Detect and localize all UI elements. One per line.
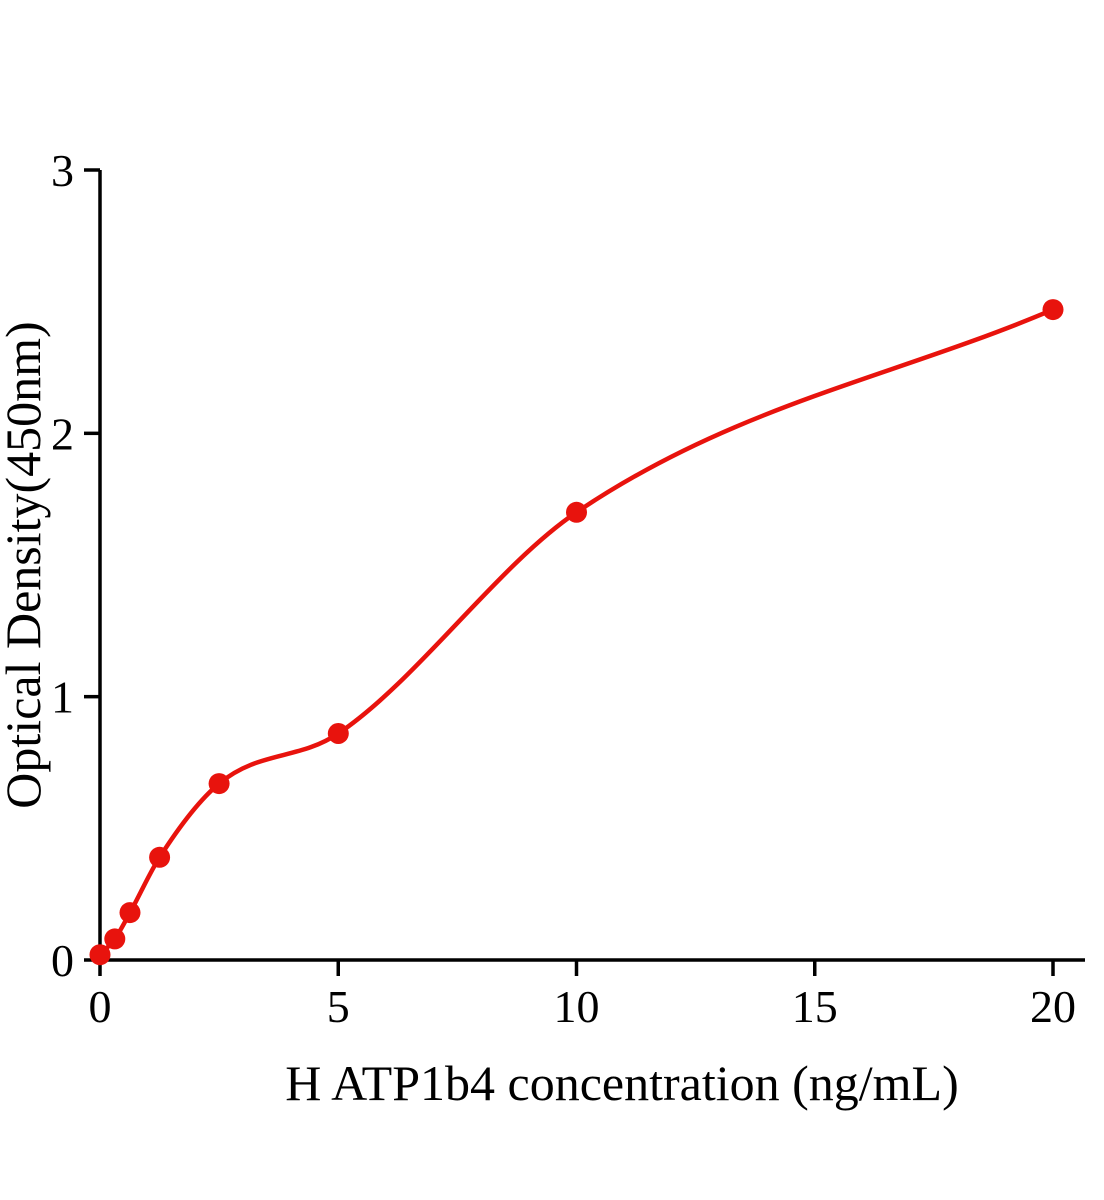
y-tick-label: 3 <box>51 145 74 196</box>
axes-frame <box>98 170 1085 962</box>
fit-curve <box>97 307 1056 957</box>
x-axis-label: H ATP1b4 concentration (ng/mL) <box>285 1055 959 1111</box>
data-point <box>104 928 126 950</box>
data-point <box>1042 299 1064 321</box>
data-point <box>208 773 230 795</box>
y-tick-label: 1 <box>51 672 74 723</box>
data-point <box>149 846 171 868</box>
data-point <box>119 902 141 924</box>
y-tick-label: 2 <box>51 408 74 459</box>
plot-area: 0 5 10 15 20 0 1 2 3 <box>51 145 1085 1032</box>
x-tick-label: 10 <box>554 981 600 1032</box>
x-tick-label: 15 <box>792 981 838 1032</box>
y-tick-label: 0 <box>51 935 74 986</box>
x-tick-label: 20 <box>1030 981 1076 1032</box>
data-point <box>327 723 349 744</box>
x-tick-label: 0 <box>89 981 112 1032</box>
data-point <box>89 944 111 966</box>
x-tick-label: 5 <box>327 981 350 1032</box>
data-point <box>566 501 587 523</box>
y-axis-label: Optical Density(450nm) <box>0 321 51 808</box>
